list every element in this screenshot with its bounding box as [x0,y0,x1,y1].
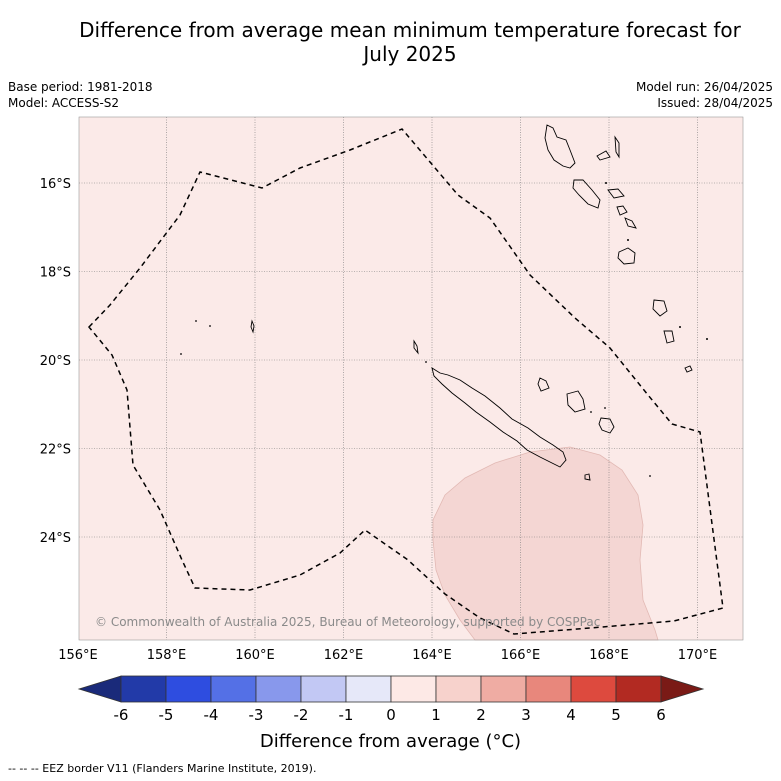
colorbar-cell [660,675,705,703]
vanuatu-maewo-coast [614,135,620,159]
colorbar-cell [120,675,167,703]
colorbar-tick: -6 [114,706,129,724]
vanuatu-malekula-coast [572,179,601,209]
colorbar-cell [525,675,572,703]
lon-label: 162°E [324,648,364,663]
vanuatu-epi-coast [616,205,628,216]
island-dot [180,353,182,355]
colorbar-cell [570,675,617,703]
lat-label: 20°S [40,354,71,369]
lon-axis: 156°E 158°E 160°E 162°E 164°E 166°E 168°… [58,648,717,663]
eez-legend-note: -- -- -- EEZ border V11 (Flanders Marine… [8,762,317,775]
colorbar-tick: 2 [476,706,486,724]
colorbar-cell [615,675,662,703]
colorbar-tick: -3 [249,706,264,724]
title-line-1: Difference from average mean minimum tem… [79,18,741,42]
colorbar-ticks: -6 -5 -4 -3 -2 -1 0 1 2 3 4 5 6 [114,706,666,724]
model-name: Model: ACCESS-S2 [8,96,120,110]
vanuatu-tanna-coast [663,330,675,344]
colorbar-tick: 6 [656,706,666,724]
vanuatu-shepherd-coast [624,217,637,229]
map-title: Difference from average mean minimum tem… [40,18,780,66]
run-info: Model run: 26/04/2025 Issued: 28/04/2025 [636,79,773,111]
colorbar [77,675,705,703]
island-dot [590,411,592,413]
coastlines [250,124,693,481]
colorbar-tick: 5 [611,706,621,724]
island-dot [425,361,427,363]
base-info: Base period: 1981-2018 Model: ACCESS-S2 [8,79,153,111]
colorbar-tick: -2 [294,706,309,724]
loyalty-lifou-coast [566,390,586,413]
island-dot [195,320,197,322]
lon-label: 170°E [678,648,718,663]
lat-axis: 16°S 18°S 20°S 22°S 24°S [40,177,71,546]
lon-label: 168°E [589,648,629,663]
chesterfield-reef-coast [250,319,255,334]
colorbar-cell [435,675,482,703]
vanuatu-aneityum-coast [684,365,693,373]
island-dot [209,325,211,327]
colorbar-tick: 0 [386,706,396,724]
new-caledonia-coast [431,367,567,468]
vanuatu-erromango-coast [652,299,668,317]
vanuatu-efate-coast [617,247,636,265]
loyalty-mare-coast [598,417,615,434]
vanuatu-ambrym-coast [607,188,625,199]
isle-of-pines-coast [584,473,591,481]
lat-label: 24°S [40,531,71,546]
lat-label: 18°S [40,266,71,281]
base-period: Base period: 1981-2018 [8,80,153,94]
copyright-notice: © Commonwealth of Australia 2025, Bureau… [95,615,600,629]
lon-label: 166°E [501,648,541,663]
island-dot [649,475,651,477]
lon-label: 156°E [58,648,98,663]
colorbar-tick: -5 [159,706,174,724]
model-run: Model run: 26/04/2025 [635,80,773,94]
lat-label: 16°S [40,177,71,192]
colorbar-tick: 4 [566,706,576,724]
colorbar-tick: 3 [521,706,531,724]
colorbar-cell [77,675,122,703]
colorbar-cell [390,675,437,703]
colorbar-label: Difference from average (°C) [259,731,522,752]
colorbar-cell [480,675,527,703]
colorbar-cell [210,675,257,703]
vanuatu-espiritu-santo-coast [544,124,576,169]
colorbar-cell [345,675,392,703]
colorbar-tick: 1 [431,706,441,724]
island-dot [604,407,606,409]
colorbar-cell [300,675,347,703]
loyalty-ouvea-coast [537,377,550,392]
island-dot [605,182,607,184]
vanuatu-ambae-coast [596,150,611,161]
map-frame [78,116,744,641]
lon-label: 164°E [412,648,452,663]
colorbar-tick: -1 [339,706,354,724]
map-gridlines [79,117,743,640]
island-dot [706,338,708,340]
belep-islands-coast [413,339,419,355]
issued-date: Issued: 28/04/2025 [657,96,773,110]
island-dot [679,326,681,328]
lat-label: 22°S [40,443,71,458]
lon-label: 158°E [147,648,187,663]
colorbar-cell [165,675,212,703]
map-background [79,117,743,640]
colorbar-cell [255,675,302,703]
small-islands [180,182,708,477]
title-line-2: July 2025 [363,42,457,66]
lon-label: 160°E [235,648,275,663]
anomaly-region [432,446,659,641]
colorbar-tick: -4 [204,706,219,724]
island-dot [627,239,629,241]
